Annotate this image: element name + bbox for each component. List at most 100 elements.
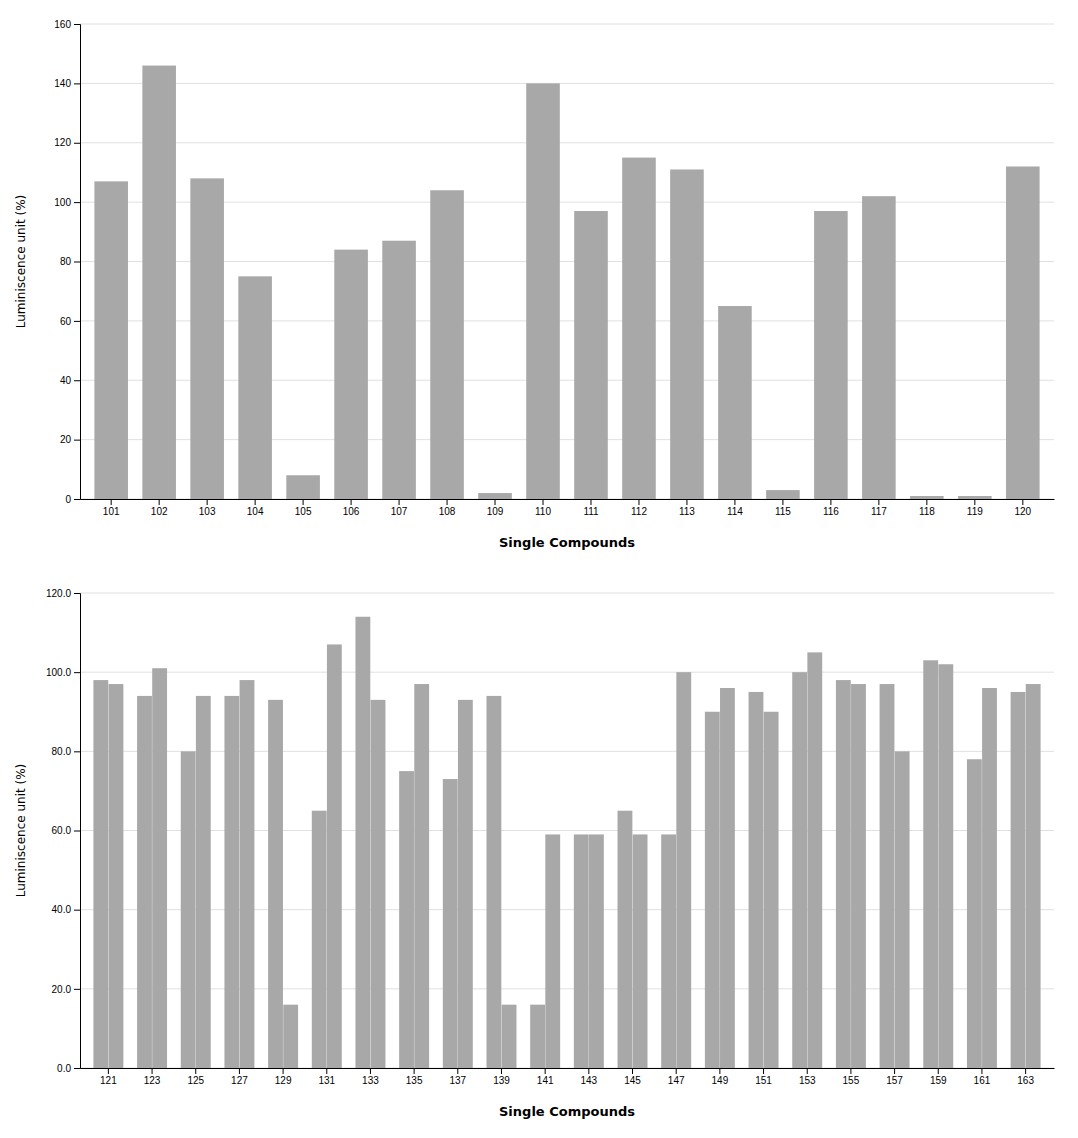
bar bbox=[792, 672, 807, 1068]
x-tick-label: 145 bbox=[624, 1075, 641, 1086]
grid bbox=[80, 593, 1054, 1068]
x-tick-label: 115 bbox=[775, 506, 791, 517]
x-tick-mark bbox=[447, 499, 448, 505]
y-tick-label: 80 bbox=[60, 256, 72, 267]
x-tick-mark bbox=[938, 1068, 939, 1074]
bar bbox=[327, 644, 342, 1068]
x-tick-mark bbox=[545, 1068, 546, 1074]
bar bbox=[670, 169, 704, 499]
chart: 1011021031041051061071081091101111121131… bbox=[14, 19, 1055, 550]
x-tick-label: 121 bbox=[100, 1075, 117, 1086]
x-tick: 104 bbox=[247, 499, 264, 517]
y-tick: 40 bbox=[60, 375, 80, 386]
bar bbox=[574, 211, 608, 499]
x-tick: 117 bbox=[871, 499, 887, 517]
x-tick-mark bbox=[719, 1068, 720, 1074]
x-tick-label: 119 bbox=[967, 506, 983, 517]
y-axis-title: Luminiscence unit (%) bbox=[14, 764, 28, 898]
bar bbox=[240, 680, 255, 1068]
bar bbox=[766, 490, 800, 499]
bar bbox=[982, 688, 997, 1068]
x-tick: 123 bbox=[144, 1068, 161, 1086]
x-tick-mark bbox=[207, 499, 208, 505]
x-tick-label: 117 bbox=[871, 506, 887, 517]
y-axis-line bbox=[74, 594, 81, 1069]
x-tick-mark bbox=[878, 499, 879, 505]
grid-line bbox=[80, 202, 1054, 203]
x-tick-mark bbox=[108, 1068, 109, 1074]
y-tick: 140 bbox=[54, 78, 80, 89]
x-tick-label: 159 bbox=[930, 1075, 947, 1086]
x-tick-label: 101 bbox=[103, 506, 120, 517]
x-tick-mark bbox=[763, 1068, 764, 1074]
bar bbox=[814, 211, 848, 499]
y-tick-label: 20.0 bbox=[52, 984, 72, 995]
x-tick-mark bbox=[686, 499, 687, 505]
bar bbox=[618, 811, 633, 1068]
y-tick: 120.0 bbox=[46, 588, 80, 599]
bar bbox=[851, 684, 866, 1068]
x-tick-label: 143 bbox=[580, 1075, 597, 1086]
x-tick: 125 bbox=[187, 1068, 204, 1086]
x-tick: 110 bbox=[535, 499, 551, 517]
y-tick-mark bbox=[74, 202, 80, 203]
x-tick: 163 bbox=[1017, 1068, 1034, 1086]
x-tick-mark bbox=[850, 1068, 851, 1074]
bar bbox=[705, 712, 720, 1068]
x-tick-mark bbox=[588, 1068, 589, 1074]
y-tick: 20 bbox=[60, 434, 80, 445]
x-tick-mark bbox=[543, 499, 544, 505]
x-tick-label: 153 bbox=[799, 1075, 816, 1086]
bar bbox=[967, 759, 982, 1068]
x-tick-mark bbox=[370, 1068, 371, 1074]
bar bbox=[880, 684, 895, 1068]
x-tick-label: 123 bbox=[144, 1075, 161, 1086]
x-tick: 111 bbox=[583, 499, 599, 517]
y-tick: 60 bbox=[60, 316, 80, 327]
x-tick: 131 bbox=[318, 1068, 335, 1086]
y-tick-mark bbox=[74, 262, 80, 263]
bar bbox=[661, 834, 676, 1068]
bar bbox=[720, 688, 735, 1068]
bar bbox=[836, 680, 851, 1068]
y-tick-label: 160 bbox=[54, 19, 71, 30]
x-tick-mark bbox=[351, 499, 352, 505]
x-tick-label: 137 bbox=[449, 1075, 466, 1086]
bar bbox=[923, 660, 938, 1068]
x-tick-label: 139 bbox=[493, 1075, 510, 1086]
x-tick: 108 bbox=[439, 499, 456, 517]
x-tick-label: 102 bbox=[151, 506, 168, 517]
bar bbox=[458, 700, 473, 1068]
bar bbox=[190, 178, 224, 499]
x-tick: 114 bbox=[727, 499, 743, 517]
x-tick-mark bbox=[1022, 499, 1023, 505]
bar bbox=[622, 158, 656, 499]
x-tick-mark bbox=[239, 1068, 240, 1074]
y-tick-label: 0.0 bbox=[57, 1063, 71, 1074]
bar bbox=[142, 66, 176, 499]
grid-line bbox=[80, 380, 1054, 381]
x-axis: 1011021031041051061071081091101111121131… bbox=[81, 499, 1055, 517]
y-axis: 020406080100120140160 bbox=[54, 19, 80, 505]
grid-line bbox=[80, 320, 1054, 321]
x-tick-label: 163 bbox=[1017, 1075, 1034, 1086]
x-tick-mark bbox=[830, 499, 831, 505]
y-axis-title: Luminiscence unit (%) bbox=[14, 195, 28, 329]
x-tick: 106 bbox=[343, 499, 360, 517]
y-tick-label: 60 bbox=[60, 316, 72, 327]
y-tick: 80 bbox=[60, 256, 80, 267]
y-tick: 0 bbox=[65, 494, 80, 505]
x-tick: 159 bbox=[930, 1068, 947, 1086]
bar bbox=[910, 496, 944, 499]
x-tick-mark bbox=[1025, 1068, 1026, 1074]
x-tick-mark bbox=[399, 499, 400, 505]
x-tick-mark bbox=[159, 499, 160, 505]
x-tick: 137 bbox=[449, 1068, 466, 1086]
x-tick-mark bbox=[152, 1068, 153, 1074]
x-tick-mark bbox=[974, 499, 975, 505]
x-tick: 115 bbox=[775, 499, 791, 517]
bar bbox=[399, 771, 414, 1068]
grid-line bbox=[80, 439, 1054, 440]
bar bbox=[430, 190, 464, 499]
x-tick: 107 bbox=[391, 499, 408, 517]
